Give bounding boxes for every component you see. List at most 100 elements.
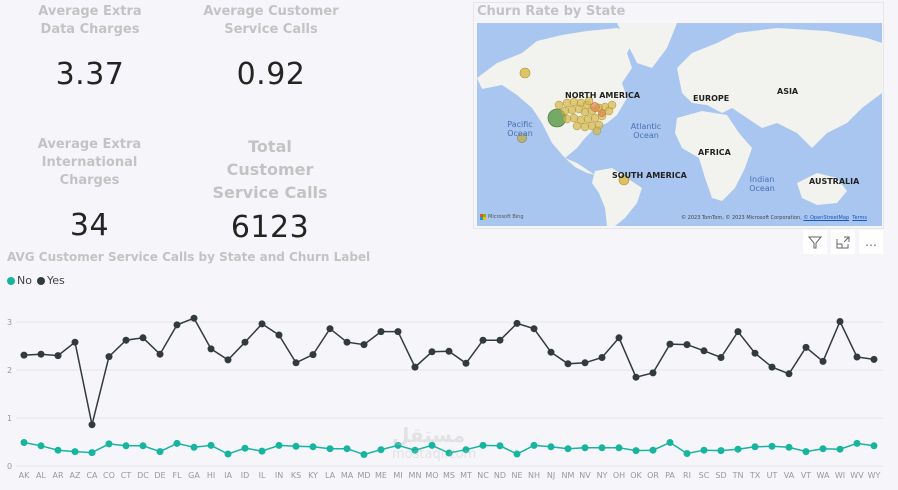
data-point[interactable] [207,441,215,449]
data-point[interactable] [683,341,691,349]
data-point[interactable] [734,445,742,453]
data-point[interactable] [207,345,215,353]
data-point[interactable] [734,328,742,336]
data-point[interactable] [377,446,385,454]
data-point[interactable] [666,340,674,348]
data-point[interactable] [700,446,708,454]
data-point[interactable] [428,441,436,449]
data-point[interactable] [598,444,606,452]
openstreetmap-link[interactable]: © OpenStreetMap [803,215,850,221]
legend-item-yes[interactable]: Yes [36,274,65,287]
data-point[interactable] [71,448,79,456]
data-point[interactable] [20,351,28,359]
data-point[interactable] [88,421,96,429]
data-point[interactable] [547,348,555,356]
data-point[interactable] [275,441,283,449]
data-point[interactable] [105,353,113,361]
data-point[interactable] [173,439,181,447]
data-point[interactable] [224,450,232,458]
data-point[interactable] [666,439,674,446]
data-point[interactable] [649,446,657,454]
data-point[interactable] [564,360,572,368]
data-point[interactable] [343,445,351,453]
data-point[interactable] [139,442,147,450]
data-point[interactable] [122,442,130,450]
data-point[interactable] [224,356,232,364]
focus-mode-button[interactable] [831,230,855,254]
data-point[interactable] [37,350,45,358]
data-point[interactable] [292,359,300,367]
data-point[interactable] [785,443,793,451]
data-point[interactable] [258,320,266,328]
churn-map-visual[interactable]: Churn Rate by State [473,2,884,229]
data-point[interactable] [632,373,640,381]
data-point[interactable] [275,331,283,339]
data-point[interactable] [462,359,470,367]
data-point[interactable] [105,440,113,448]
data-point[interactable] [445,347,453,355]
data-point[interactable] [20,439,28,446]
data-point[interactable] [394,441,402,449]
data-point[interactable] [717,354,725,361]
data-point[interactable] [156,448,164,456]
data-point[interactable] [513,450,521,458]
data-point[interactable] [496,336,504,344]
data-point[interactable] [479,441,487,449]
data-point[interactable] [394,328,402,336]
data-point[interactable] [547,443,555,451]
data-point[interactable] [360,341,368,349]
data-point[interactable] [615,444,623,452]
data-point[interactable] [683,450,691,457]
data-point[interactable] [326,325,334,333]
data-point[interactable] [581,359,589,367]
data-point[interactable] [853,353,861,361]
data-point[interactable] [377,328,385,336]
data-point[interactable] [343,338,351,346]
data-point[interactable] [37,442,45,450]
data-point[interactable] [139,334,147,342]
map-canvas[interactable]: NORTH AMERICA SOUTH AMERICA EUROPE ASIA … [477,23,882,226]
data-point[interactable] [71,338,79,346]
data-point[interactable] [360,451,368,458]
data-point[interactable] [445,449,453,457]
data-point[interactable] [411,363,419,371]
data-point[interactable] [309,443,317,451]
data-point[interactable] [513,319,521,327]
data-point[interactable] [122,336,130,344]
data-point[interactable] [326,445,334,453]
data-point[interactable] [190,443,198,451]
data-point[interactable] [530,325,538,333]
filter-button[interactable] [803,230,827,254]
data-point[interactable] [88,449,96,457]
data-point[interactable] [496,442,504,450]
data-point[interactable] [173,321,181,329]
data-point[interactable] [870,442,878,450]
data-point[interactable] [819,357,827,365]
data-point[interactable] [836,445,844,453]
data-point[interactable] [819,445,827,453]
data-point[interactable] [853,439,861,447]
data-point[interactable] [462,446,470,454]
terms-link[interactable]: Terms [852,215,867,221]
data-point[interactable] [428,348,436,356]
data-point[interactable] [530,441,538,449]
data-point[interactable] [54,352,62,360]
data-point[interactable] [615,334,623,342]
more-options-button[interactable]: … [859,230,883,254]
data-point[interactable] [54,446,62,454]
data-point[interactable] [649,369,657,377]
data-point[interactable] [768,363,776,371]
data-point[interactable] [292,442,300,450]
data-point[interactable] [717,447,725,455]
data-point[interactable] [258,447,266,455]
data-point[interactable] [598,354,606,361]
data-point[interactable] [768,442,776,450]
data-point[interactable] [241,338,249,346]
line-chart-plot[interactable]: 0 1 2 3 AK AL AR AZ CA CO CT DC DE FL GA HI IA ID IL IN KS KY… [0,300,898,490]
data-point[interactable] [479,336,487,344]
data-point[interactable] [802,448,810,456]
data-point[interactable] [564,445,572,453]
data-point[interactable] [751,443,759,451]
data-point[interactable] [751,349,759,357]
data-point[interactable] [241,444,249,452]
